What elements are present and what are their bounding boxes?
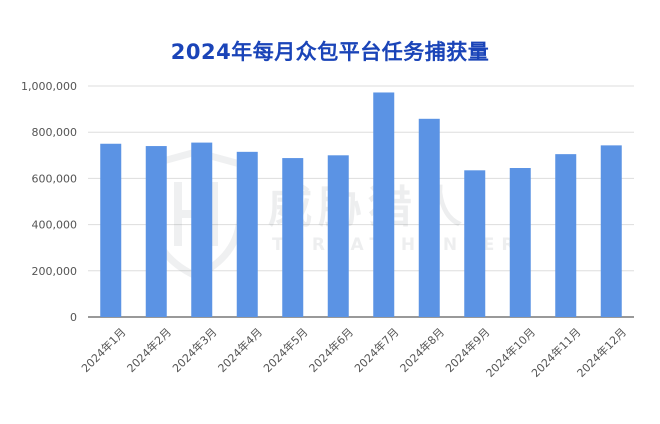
bar: [236, 151, 258, 317]
y-axis-ticks: 0 200,000 400,000 600,000 800,000 1,000,000: [21, 80, 77, 324]
x-tick-label: 2024年1月: [78, 325, 128, 375]
y-tick-label: 800,000: [32, 126, 78, 139]
x-tick-label: 2024年5月: [260, 325, 310, 375]
bar: [418, 118, 440, 317]
y-tick-label: 1,000,000: [21, 80, 77, 93]
bars: [100, 92, 622, 317]
y-tick-label: 400,000: [32, 219, 78, 232]
x-axis-ticks: 2024年1月2024年2月2024年3月2024年4月2024年5月2024年…: [78, 325, 629, 380]
grid-lines: [88, 85, 634, 318]
x-tick-label: 2024年9月: [442, 325, 492, 375]
y-tick-label: 600,000: [32, 172, 78, 185]
x-tick-label: 2024年8月: [397, 325, 447, 375]
bar: [282, 158, 304, 317]
x-tick-label: 2024年2月: [124, 325, 174, 375]
bar: [100, 143, 122, 317]
chart-title: 2024年每月众包平台任务捕获量: [170, 40, 490, 64]
x-tick-label: 2024年6月: [306, 325, 356, 375]
y-tick-label: 0: [70, 311, 77, 324]
bar: [145, 146, 167, 317]
bar: [509, 168, 531, 317]
x-tick-label: 2024年3月: [169, 325, 219, 375]
bar: [555, 154, 577, 317]
bar: [327, 155, 349, 317]
y-tick-label: 200,000: [32, 265, 78, 278]
bar: [373, 92, 395, 317]
bar: [600, 145, 622, 317]
x-tick-label: 2024年4月: [215, 325, 265, 375]
x-tick-label: 2024年12月: [574, 325, 629, 380]
bar: [191, 142, 213, 317]
x-tick-label: 2024年7月: [351, 325, 401, 375]
bar: [464, 170, 486, 317]
